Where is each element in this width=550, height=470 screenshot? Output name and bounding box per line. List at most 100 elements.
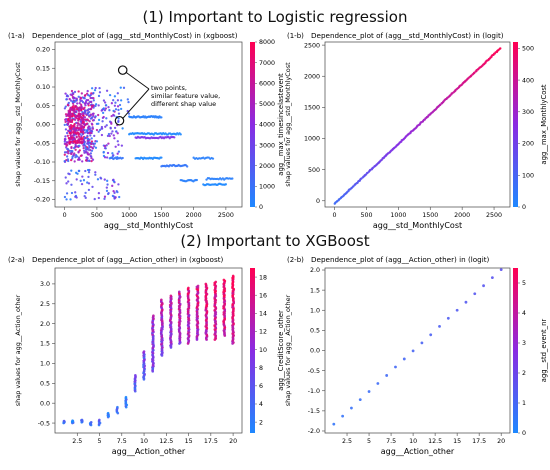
scatter-point xyxy=(66,148,70,151)
scatter-point xyxy=(196,284,200,288)
scatter-point xyxy=(105,117,108,120)
scatter-point xyxy=(72,108,76,111)
scatter-point xyxy=(107,142,110,145)
colorbar-tick-label: 10 xyxy=(259,347,267,354)
scatter-point xyxy=(77,117,80,120)
scatter-point xyxy=(65,151,68,154)
scatter-point xyxy=(84,169,87,173)
scatter-point xyxy=(110,122,113,125)
scatter-point xyxy=(98,418,101,422)
colorbar-tick-label: 400 xyxy=(522,77,534,84)
scatter-point xyxy=(101,120,104,123)
x-tick-label: 10 xyxy=(409,438,417,445)
scatter-point xyxy=(97,94,101,98)
scatter-point xyxy=(79,112,83,116)
scatter-point xyxy=(89,127,92,130)
scatter-point xyxy=(231,274,235,278)
scatter-point xyxy=(66,122,70,126)
scatter-point xyxy=(160,156,163,159)
scatter-point xyxy=(104,101,107,104)
scatter-point xyxy=(222,278,226,282)
scatter-point xyxy=(90,140,94,143)
scatter-point xyxy=(70,152,73,156)
scatter-point xyxy=(187,286,190,290)
y-tick-label: -2.0 xyxy=(308,428,320,435)
scatter-point xyxy=(79,128,82,131)
scatter-point xyxy=(473,292,477,296)
scatter-point xyxy=(94,86,97,90)
scatter-point xyxy=(110,132,113,135)
scatter-point xyxy=(63,138,67,142)
scatter-point xyxy=(84,191,87,195)
section-title-logistic: (1) Important to Logistic regression xyxy=(142,8,408,26)
scatter-point xyxy=(83,112,87,115)
scatter-point xyxy=(80,183,84,186)
x-axis-label: agg__std_MonthlyCost xyxy=(104,221,193,230)
scatter-point xyxy=(490,276,494,280)
scatter-point xyxy=(231,177,234,180)
scatter-point xyxy=(72,140,76,143)
y-tick-label: 1.0 xyxy=(40,361,50,368)
y-tick-label: 500 xyxy=(308,167,320,174)
scatter-point xyxy=(71,155,74,158)
scatter-point xyxy=(112,154,115,157)
scatter-point xyxy=(93,142,97,145)
scatter-point xyxy=(69,115,72,118)
scatter-point xyxy=(106,134,110,138)
scatter-point xyxy=(97,118,101,122)
y-tick-label: 0.00 xyxy=(36,122,50,129)
x-tick-label: 0 xyxy=(333,212,337,219)
scatter-point xyxy=(63,107,67,110)
scatter-point xyxy=(455,308,459,312)
panel-1-a: (1-a) Dependence_plot of (agg__std_Monthl… xyxy=(8,31,285,230)
scatter-point xyxy=(81,175,84,178)
scatter-point xyxy=(204,282,208,286)
scatter-point xyxy=(341,414,345,418)
y-tick-label: -0.5 xyxy=(308,368,320,375)
scatter-point xyxy=(446,316,450,320)
scatter-point xyxy=(78,108,82,111)
y-axis-label: shap values for agg__Action_other xyxy=(284,294,292,406)
scatter-point xyxy=(121,156,124,160)
axes-frame xyxy=(54,41,243,208)
scatter-point xyxy=(411,349,415,353)
scatter-point xyxy=(98,86,101,90)
scatter-point xyxy=(105,189,109,193)
scatter-point xyxy=(89,152,93,155)
scatter-point xyxy=(101,111,105,115)
scatter-point xyxy=(68,116,72,120)
scatter-point xyxy=(85,159,88,162)
x-tick-label: 15 xyxy=(453,438,461,445)
colorbar xyxy=(250,42,255,207)
x-tick-label: 2.5 xyxy=(342,438,352,445)
scatter-point xyxy=(114,108,118,111)
annotation-marker xyxy=(114,115,125,126)
scatter-point xyxy=(91,158,95,161)
colorbar xyxy=(513,268,518,433)
annotation-line: similar feature value, xyxy=(151,92,220,100)
axes-frame xyxy=(324,41,511,208)
scatter-point xyxy=(160,298,163,302)
scatter-point xyxy=(86,109,89,112)
scatter-point xyxy=(81,112,85,116)
scatter-point xyxy=(98,91,102,94)
scatter-point xyxy=(78,149,81,152)
x-axis-label: agg__Action_other xyxy=(381,447,455,456)
scatter-point xyxy=(108,93,112,97)
scatter-point xyxy=(64,113,68,116)
scatter-point xyxy=(89,93,92,97)
panel-title: Dependence_plot of (agg__std_MonthlyCost… xyxy=(311,31,504,40)
scatter-point xyxy=(75,136,78,139)
scatter-point xyxy=(107,106,110,109)
scatter-point xyxy=(78,126,82,129)
scatter-point xyxy=(120,144,124,147)
scatter-point xyxy=(68,97,71,101)
colorbar-tick-label: 8000 xyxy=(259,39,275,46)
scatter-point xyxy=(83,96,86,100)
scatter-point xyxy=(70,89,74,93)
scatter-point xyxy=(116,140,119,143)
scatter-point xyxy=(63,195,67,199)
scatter-points xyxy=(333,47,502,205)
scatter-point xyxy=(89,107,93,111)
